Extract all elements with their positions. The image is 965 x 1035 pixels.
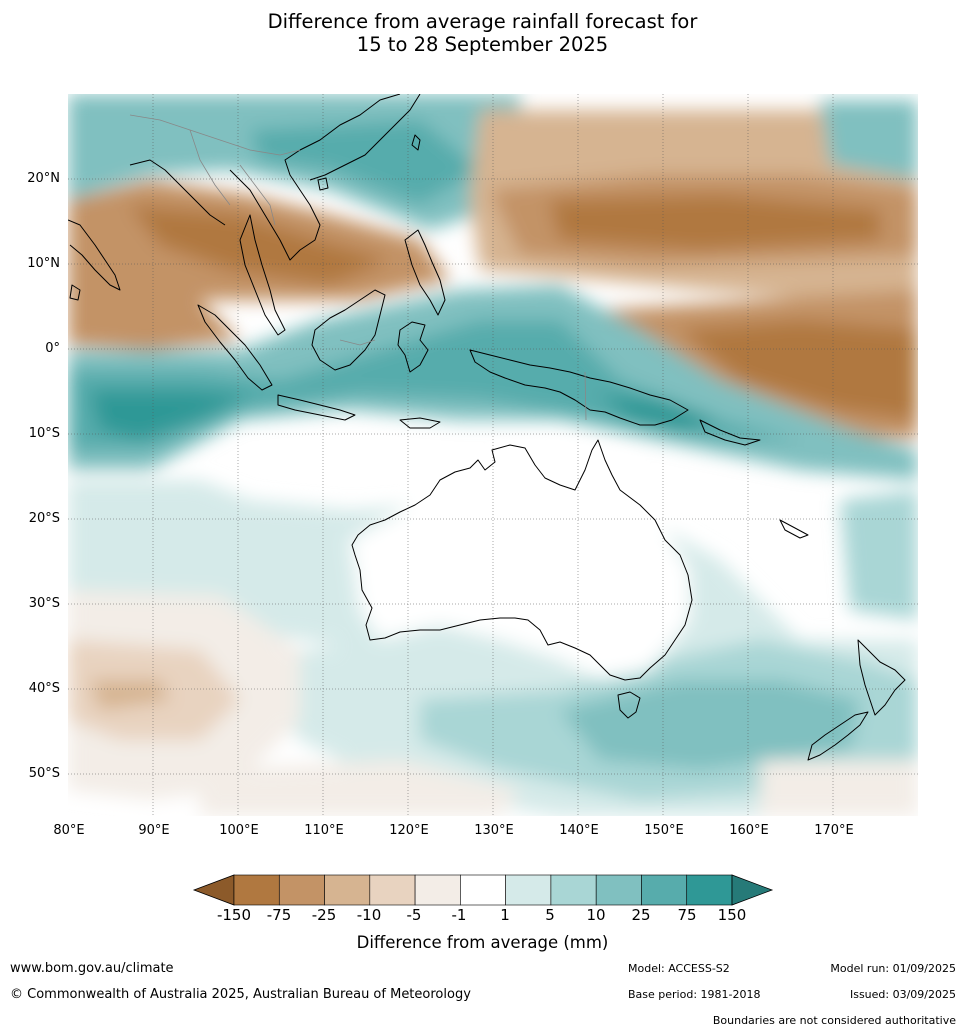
- colorbar-tick-label: -10: [356, 906, 382, 924]
- field-aus-white: [350, 450, 690, 680]
- coast-india: [68, 219, 121, 291]
- coast-philippines: [404, 229, 446, 316]
- colorbar-swatch: [505, 874, 552, 906]
- field-w-brown: [68, 290, 240, 350]
- coastlines: [68, 94, 906, 761]
- footer-copyright: © Commonwealth of Australia 2025, Austra…: [10, 987, 471, 1002]
- colorbar-tick-label: 10: [586, 906, 606, 924]
- field-e-brown-strong: [680, 320, 918, 420]
- coast-borneo: [311, 289, 386, 371]
- field-eq-teal-strong: [68, 320, 800, 450]
- lat-label-10s: 10°S: [28, 426, 60, 441]
- chart-title: Difference from average rainfall forecas…: [0, 10, 965, 56]
- field-eq-teal-max-2: [600, 395, 720, 432]
- field-se-teal-strong: [560, 680, 860, 770]
- coast-new-caledonia: [779, 519, 809, 539]
- colorbar-swatch: [460, 874, 506, 906]
- lon-label-100e: 100°E: [219, 823, 259, 838]
- title-line-1: Difference from average rainfall forecas…: [267, 10, 698, 33]
- coast-tasmania: [617, 691, 641, 719]
- footer-issued: Issued: 03/09/2025: [849, 988, 956, 1001]
- lon-label-80e: 80°E: [53, 823, 85, 838]
- field-nw-brown-strong: [130, 205, 390, 285]
- coast-timor: [399, 417, 441, 429]
- coast-hainan: [317, 177, 329, 191]
- lon-label-170e: 170°E: [814, 823, 854, 838]
- lat-label-30s: 30°S: [28, 596, 60, 611]
- lon-label-110e: 110°E: [304, 823, 344, 838]
- field-eq-teal-max: [90, 390, 250, 440]
- country-borders: [129, 114, 587, 421]
- colorbar-swatch: [414, 874, 461, 906]
- footer-website: www.bom.gov.au/climate: [10, 961, 174, 976]
- coast-indochina: [229, 94, 401, 261]
- lat-label-40s: 40°S: [28, 681, 60, 696]
- footer-disclaimer: Boundaries are not considered authoritat…: [712, 1014, 956, 1027]
- colorbar-label: Difference from average (mm): [356, 933, 609, 952]
- lat-label-20n: 20°N: [27, 171, 60, 186]
- colorbar-swatch: [550, 874, 597, 906]
- lon-label-120e: 120°E: [389, 823, 429, 838]
- lon-label-160e: 160°E: [729, 823, 769, 838]
- coast-nz-north: [857, 639, 906, 716]
- colorbar-tick-label: 75: [677, 906, 697, 924]
- lat-label-20s: 20°S: [28, 511, 60, 526]
- footer-base-period: Base period: 1981-2018: [628, 988, 761, 1001]
- coast-malay-peninsula: [239, 214, 286, 336]
- colorbar-swatch: [641, 874, 688, 906]
- footer-model-run: Model run: 01/09/2025: [830, 962, 956, 975]
- field-e-teal: [840, 490, 918, 620]
- coast-solomons: [699, 419, 761, 446]
- field-ne-teal: [820, 100, 918, 180]
- coast-sri-lanka: [69, 284, 81, 301]
- anomaly-fields: [68, 94, 918, 816]
- coast-australia: [351, 439, 693, 681]
- colorbar-extend-low: [192, 874, 235, 906]
- field-ne-brown-strong-2: [550, 195, 880, 250]
- colorbar-swatch: [595, 874, 642, 906]
- coast-nz-south: [807, 711, 869, 761]
- coast-sulawesi: [397, 321, 429, 373]
- colorbar-tick-label: 150: [717, 906, 747, 924]
- lon-label-150e: 150°E: [644, 823, 684, 838]
- colorbar-swatch: [278, 874, 325, 906]
- colorbar-tick-label: -1: [451, 906, 467, 924]
- colorbar-tick-label: -5: [406, 906, 422, 924]
- colorbar-tick-label: 1: [500, 906, 510, 924]
- lon-label-90e: 90°E: [138, 823, 170, 838]
- footer-model: Model: ACCESS-S2: [628, 962, 730, 975]
- colorbar-tick-label: 5: [545, 906, 555, 924]
- colorbar-swatch: [686, 874, 733, 906]
- lon-label-140e: 140°E: [559, 823, 599, 838]
- coast-taiwan: [411, 134, 421, 151]
- title-line-2: 15 to 28 September 2025: [356, 33, 609, 56]
- colorbar-tick-label: -150: [216, 906, 252, 924]
- coast-java: [277, 394, 356, 421]
- colorbar-swatch: [233, 874, 280, 906]
- field-nw-teal-strong: [250, 120, 480, 205]
- colorbar-tick-label: -25: [311, 906, 337, 924]
- coast-bay-of-bengal: [129, 159, 226, 226]
- colorbar-tick-label: 25: [631, 906, 651, 924]
- lat-label-0: 0°: [45, 341, 60, 356]
- lat-label-10n: 10°N: [27, 256, 60, 271]
- colorbar-swatch: [324, 874, 371, 906]
- lat-label-50s: 50°S: [28, 766, 60, 781]
- colorbar-tick-label: -75: [266, 906, 292, 924]
- colorbar-extend-high: [731, 874, 774, 906]
- coast-new-guinea: [469, 349, 689, 426]
- colorbar-swatch: [369, 874, 416, 906]
- field-sw-brown-2: [90, 680, 170, 710]
- coast-sumatra: [197, 304, 273, 391]
- coast-china: [309, 94, 421, 181]
- lon-label-130e: 130°E: [474, 823, 514, 838]
